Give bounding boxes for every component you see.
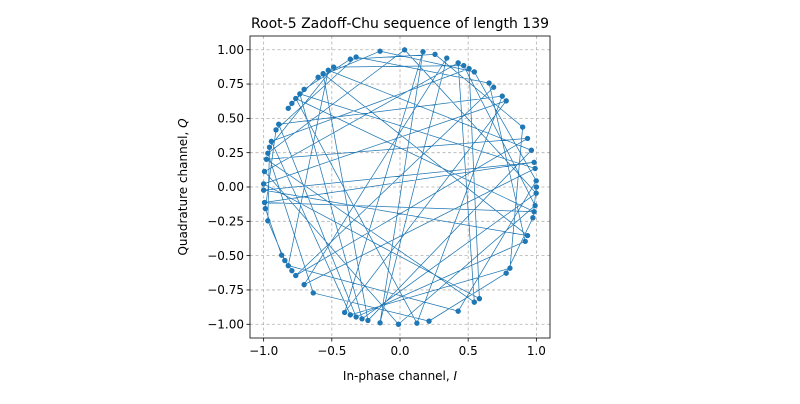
x-tick-label: 0.5 <box>459 344 478 358</box>
sequence-point <box>420 49 426 55</box>
sequence-point <box>466 66 472 72</box>
sequence-point <box>279 252 285 258</box>
sequence-point <box>282 257 288 264</box>
sequence-point <box>532 202 538 209</box>
sequence-point <box>532 165 538 172</box>
y-tick-label: 1.00 <box>217 43 244 57</box>
sequence-point <box>353 314 359 320</box>
sequence-point <box>533 184 539 190</box>
y-tick-label: −0.50 <box>207 249 244 263</box>
sequence-point <box>261 187 267 193</box>
sequence-point <box>347 312 353 318</box>
sequence-point <box>432 51 438 57</box>
y-axis-label: Quadrature channel, Q <box>176 118 190 255</box>
sequence-point <box>524 232 531 239</box>
sequence-point <box>315 74 321 80</box>
sequence-point <box>285 105 291 111</box>
x-axis-label-text: In-phase channel, <box>343 369 454 383</box>
sequence-point <box>359 316 365 322</box>
sequence-point <box>266 144 273 150</box>
y-tick-label: −0.75 <box>207 283 244 297</box>
sequence-point <box>531 209 537 215</box>
sequence-point <box>331 64 337 70</box>
sequence-point <box>289 100 295 106</box>
sequence-point <box>426 318 432 324</box>
sequence-point <box>524 135 531 142</box>
sequence-point <box>301 282 307 288</box>
sequence-point <box>276 121 282 127</box>
sequence-point <box>293 272 299 279</box>
y-axis-label-text: Quadrature channel, <box>176 128 190 256</box>
sequence-point <box>455 308 461 314</box>
sequence-point <box>301 86 307 92</box>
sequence-point <box>499 93 505 99</box>
sequence-point <box>377 320 383 326</box>
sequence-point <box>455 60 461 66</box>
y-tick-label: −1.00 <box>207 317 244 331</box>
sequence-point <box>261 181 267 187</box>
chart-title: Root-5 Zadoff-Chu sequence of length 139 <box>251 16 549 32</box>
sequence-point <box>265 218 271 224</box>
sequence-point <box>347 56 353 62</box>
sequence-point <box>273 127 279 133</box>
sequence-point <box>503 270 509 276</box>
sequence-point <box>507 265 513 271</box>
sequence-point <box>268 138 274 144</box>
x-axis-label-variable: I <box>454 369 458 383</box>
x-tick-label: 1.0 <box>527 344 546 358</box>
sequence-point <box>262 206 268 212</box>
sequence-point <box>297 91 303 97</box>
y-tick-label: 0.50 <box>217 112 244 126</box>
axis-ticks: −1.0 −0.5 0.0 0.5 1.0 −1.00 −0.75 −0.50 −0.25 0.0… <box>207 43 546 358</box>
y-tick-label: 0.75 <box>217 77 244 91</box>
sequence-point <box>342 309 348 316</box>
sequence-point <box>289 268 295 274</box>
sequence-point <box>395 321 402 327</box>
sequence-point <box>476 296 482 302</box>
sequence-point <box>520 124 526 130</box>
x-tick-label: 0.0 <box>390 344 409 358</box>
sequence-point <box>261 199 268 206</box>
sequence-point <box>325 67 331 73</box>
sequence-point <box>471 69 477 75</box>
sequence-point <box>414 320 420 326</box>
sequence-point <box>471 299 477 305</box>
sequence-point <box>265 150 271 156</box>
data-series <box>261 47 539 327</box>
sequence-point <box>528 147 534 153</box>
sequence-point <box>261 168 268 175</box>
y-axis-label-variable: Q <box>176 118 190 127</box>
x-tick-label: −0.5 <box>317 344 346 358</box>
sequence-point <box>531 159 537 165</box>
y-tick-label: 0.25 <box>217 146 244 160</box>
sequence-point <box>461 63 467 69</box>
sequence-point <box>263 156 270 162</box>
sequence-point <box>402 47 408 53</box>
sequence-point <box>533 178 539 184</box>
sequence-point <box>491 84 497 90</box>
sequence-point <box>503 98 509 104</box>
sequence-point <box>310 290 316 296</box>
sequence-point <box>285 263 291 269</box>
sequence-point <box>320 71 326 77</box>
sequence-point <box>530 215 536 221</box>
sequence-point <box>486 80 492 86</box>
x-tick-label: −1.0 <box>249 344 278 358</box>
grid-lines <box>250 36 550 338</box>
sequence-point <box>533 190 539 196</box>
sequence-point <box>365 317 371 324</box>
x-axis-label: In-phase channel, I <box>343 369 458 383</box>
sequence-point <box>522 238 528 244</box>
sequence-point <box>293 95 299 102</box>
sequence-point <box>444 55 450 61</box>
y-tick-label: 0.00 <box>217 180 244 194</box>
sequence-point <box>377 48 383 54</box>
y-tick-label: −0.25 <box>207 215 244 229</box>
sequence-point <box>353 54 359 60</box>
